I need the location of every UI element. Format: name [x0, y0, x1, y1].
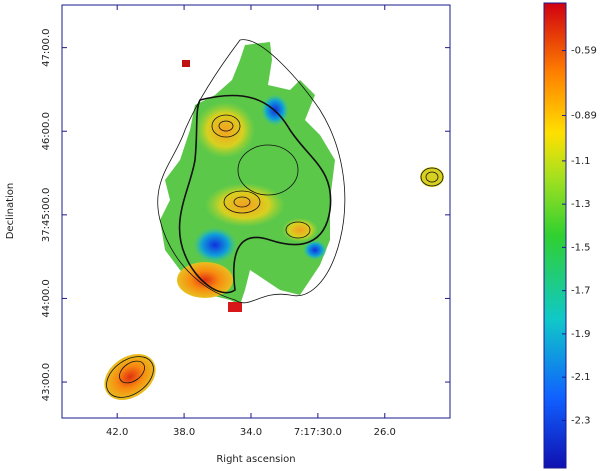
contour [178, 94, 332, 294]
y-tick-label: 46:00.0 [41, 112, 52, 150]
red-knot [182, 60, 190, 67]
x-tick-label: 38.0 [173, 427, 195, 438]
contour [223, 190, 261, 214]
image-layer [104, 39, 444, 400]
y-axis-label: Declination [5, 183, 16, 240]
main-source [160, 42, 335, 305]
colorbar-tick-label: -0.89 [571, 110, 597, 121]
colorbar-tick-label: -1.3 [571, 199, 591, 210]
contour [157, 39, 346, 304]
warm-patch [177, 262, 233, 298]
x-tick-label: 42.0 [106, 427, 128, 438]
warm-patch [195, 102, 255, 158]
contour [233, 196, 251, 208]
x-tick-label: 7:17:30.0 [294, 427, 342, 438]
sw-source [104, 354, 156, 400]
contour [237, 144, 299, 196]
y-tick-label: 43:00.0 [41, 363, 52, 401]
colorbar-tick-label: -1.5 [571, 242, 591, 253]
x-axis-label: Right ascension [216, 454, 295, 465]
colorbar-tick-label: -2.3 [571, 415, 591, 426]
contour [218, 120, 234, 132]
plot-frame [61, 4, 451, 419]
y-tick-label: 47:00.0 [41, 28, 52, 66]
cool-patch [193, 227, 237, 263]
contour [420, 167, 444, 187]
colorbar [543, 2, 567, 469]
contour [285, 221, 311, 239]
y-tick-label: 44:00.0 [41, 279, 52, 317]
colorbar-tick-label: -1.9 [571, 329, 591, 340]
colorbar-tick-label: -1.7 [571, 286, 591, 297]
contour [211, 114, 241, 138]
colorbar-tick-label: -2.1 [571, 372, 591, 383]
e-source [420, 167, 444, 187]
contour [119, 360, 145, 384]
warm-patch [205, 183, 285, 227]
colorbar-tick-label: -0.59 [571, 46, 597, 57]
cool-patch [303, 240, 327, 260]
y-tick-label: 37:45:00.0 [41, 188, 52, 242]
contour [425, 171, 439, 183]
red-knot [228, 302, 242, 312]
x-tick-label: 26.0 [374, 427, 396, 438]
warm-patch [282, 218, 318, 242]
colorbar-tick-label: -1.1 [571, 156, 591, 167]
contour [106, 356, 154, 398]
x-tick-label: 34.0 [240, 427, 262, 438]
